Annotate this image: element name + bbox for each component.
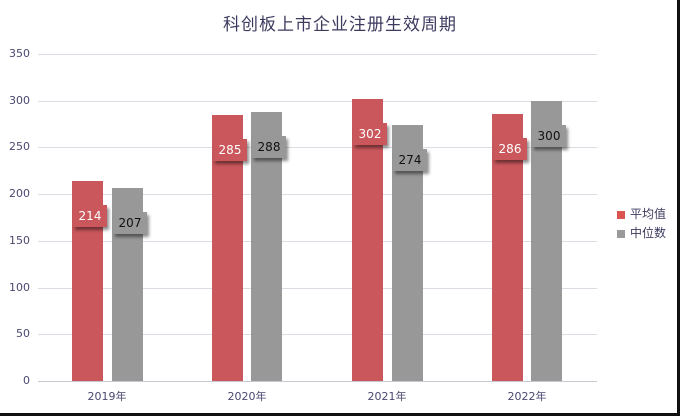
x-tick-label: 2020年: [227, 390, 267, 403]
bar-median: [531, 101, 562, 381]
y-tick-label: 300: [9, 94, 30, 107]
legend-swatch-red: [617, 210, 625, 219]
data-label: 302: [353, 123, 387, 145]
x-tick-label: 2022年: [507, 390, 547, 403]
x-tick-label: 2021年: [367, 390, 407, 403]
chart-title: 科创板上市企业注册生效周期: [223, 15, 457, 35]
gridline: [38, 241, 597, 242]
legend-item-mean: 平均值: [617, 205, 666, 222]
legend-swatch-gray: [617, 229, 625, 238]
gridline: [38, 194, 597, 195]
data-label: 285: [213, 139, 247, 161]
data-label: 207: [113, 212, 147, 234]
legend-label: 平均值: [630, 207, 667, 221]
gridline: [38, 101, 597, 102]
gridline: [38, 334, 597, 335]
y-tick-label: 150: [9, 234, 30, 247]
legend-label: 中位数: [630, 226, 667, 240]
y-tick-label: 200: [9, 187, 30, 200]
y-tick-label: 0: [23, 374, 30, 387]
data-label: 286: [493, 138, 527, 160]
data-label: 288: [252, 136, 286, 158]
x-tick-label: 2019年: [87, 390, 127, 403]
y-tick-label: 100: [9, 281, 30, 294]
legend-item-median: 中位数: [617, 224, 666, 241]
y-tick-label: 350: [9, 47, 30, 60]
data-label: 214: [73, 205, 107, 227]
bar-mean: [352, 99, 383, 381]
gridline: [38, 147, 597, 148]
y-tick-label: 250: [9, 140, 30, 153]
y-tick-label: 50: [16, 327, 30, 340]
data-label: 274: [393, 149, 427, 171]
x-axis-line: [38, 381, 597, 382]
data-label: 300: [532, 125, 566, 147]
gridline: [38, 54, 597, 55]
gridline: [38, 288, 597, 289]
